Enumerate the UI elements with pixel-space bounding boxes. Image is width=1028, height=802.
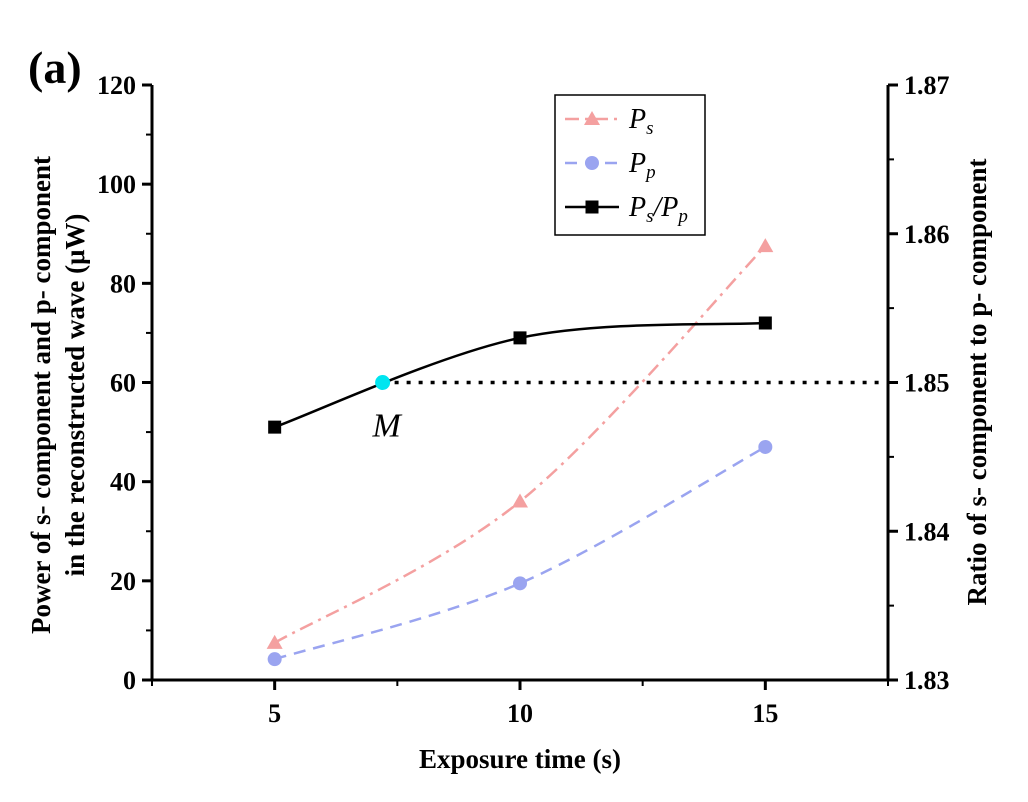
- legend-marker-1: [585, 156, 599, 170]
- y-left-tick-label: 0: [123, 666, 136, 695]
- y-left-tick-label: 80: [110, 269, 136, 298]
- y-axis-left-label-line2: in the reconstructed wave (μW): [60, 214, 90, 577]
- annotation-label-m: M: [371, 408, 402, 445]
- x-axis-label: Exposure time (s): [419, 744, 621, 774]
- series-0-point: [757, 238, 774, 253]
- y-right-tick-label: 1.87: [904, 71, 950, 100]
- series-1-point: [267, 652, 282, 667]
- legend-label-0: Ps: [628, 104, 654, 139]
- series-2-point: [513, 331, 527, 345]
- x-tick-label: 5: [268, 699, 281, 728]
- y-left-tick-label: 120: [97, 71, 136, 100]
- y-right-tick-label: 1.85: [904, 369, 950, 398]
- y-left-tick-label: 40: [110, 468, 136, 497]
- x-tick-label: 10: [507, 699, 533, 728]
- legend-label-2: Ps/Pp: [628, 192, 688, 227]
- legend: Ps Pp Ps/Pp: [554, 94, 706, 236]
- panel-label: (a): [28, 42, 82, 93]
- legend-marker-0: [584, 111, 600, 125]
- y-left-tick-label: 60: [110, 369, 136, 398]
- y-right-tick-label: 1.86: [904, 220, 950, 249]
- legend-marker-2: [585, 200, 599, 214]
- series-2-point: [758, 316, 772, 330]
- legend-box: [554, 94, 706, 236]
- y-left-tick-label: 100: [97, 170, 136, 199]
- axes: 5 10 15 0 20 40 60 80 100 120 1.83 1.84 1.85 1.86 1.87: [97, 71, 950, 728]
- y-left-tick-label: 20: [110, 567, 136, 596]
- legend-label-1: Pp: [628, 148, 656, 183]
- series-1-point: [758, 439, 773, 454]
- series-0-point: [512, 493, 528, 508]
- series-line-1: [274, 445, 766, 661]
- y-axis-left-label-line1: Power of s- component and p- component: [26, 156, 56, 634]
- x-tick-label: 15: [752, 699, 778, 728]
- annotation-point-m: [375, 375, 391, 390]
- series-0-point: [266, 634, 283, 649]
- series-group: M: [266, 238, 888, 667]
- series-2-point: [268, 420, 282, 434]
- y-right-tick-label: 1.84: [904, 517, 950, 546]
- y-right-tick-label: 1.83: [904, 666, 950, 695]
- series-1-point: [513, 576, 527, 591]
- y-axis-right-label: Ratio of s- component to p- component: [962, 159, 992, 606]
